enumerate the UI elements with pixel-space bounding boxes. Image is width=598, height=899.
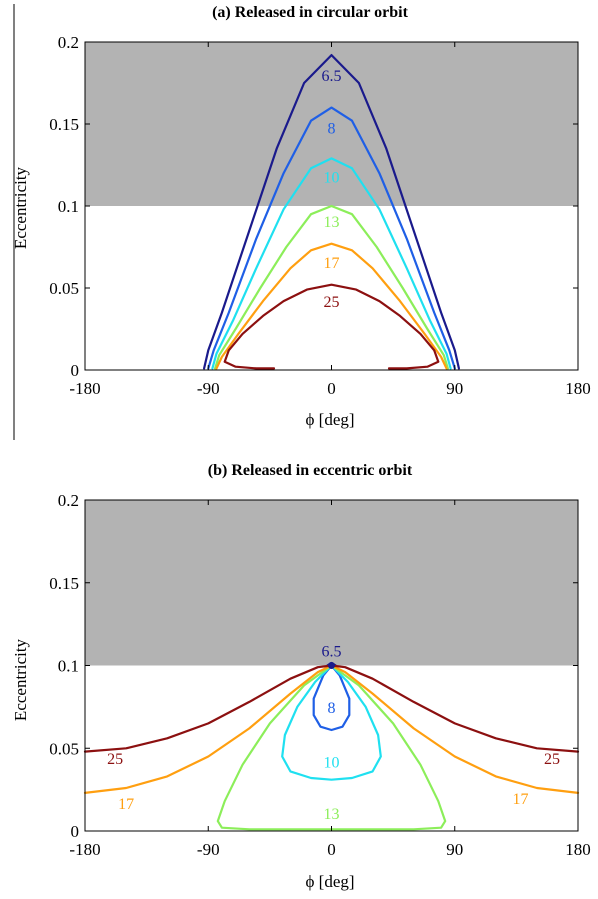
panel-a-xtick-label: 0: [327, 379, 336, 398]
panel-b-ytick-label: 0: [71, 822, 80, 841]
panel-a-contour-label: 8: [328, 120, 336, 137]
panel-b-origin-marker: [328, 662, 335, 669]
panel-a-xtick-label: -180: [69, 379, 100, 398]
panel-a-series-8: [207, 106, 456, 370]
panel-b-title: (b) Released in eccentric orbit: [208, 462, 413, 479]
panel-b-xtick-label: 0: [327, 840, 336, 859]
panel-b-series-10: [281, 664, 382, 781]
panel-b-contour-label: 25: [107, 751, 123, 768]
panel-b-ytick-label: 0.05: [49, 739, 79, 758]
panel-b-contour-label: 13: [324, 806, 340, 823]
panel-a-contour-label: 13: [324, 214, 340, 231]
panel-a-xtick-label: -90: [197, 379, 220, 398]
panel-a-ytick-label: 0.05: [49, 279, 79, 298]
panel-b-xtick-label: 180: [565, 840, 591, 859]
panel-b-contour-label: 8: [328, 700, 336, 717]
panel-b-contour-label: 17: [512, 791, 528, 808]
panel-a-series-6-5: [203, 54, 460, 370]
panel-b-ylabel: Eccentricity: [11, 638, 30, 721]
panel-a-contour-label: 10: [324, 169, 340, 186]
panel-b-contour-label: 10: [324, 754, 340, 771]
panel-a-shaded-region: [85, 42, 578, 206]
panel-b-ytick-label: 0.15: [49, 574, 79, 593]
panel-a-contour-label: 25: [324, 294, 340, 311]
panel-b-ytick-label: 0.1: [58, 657, 79, 676]
panel-a-contour-label: 6.5: [322, 68, 342, 85]
panel-a-series-13: [214, 204, 449, 370]
panel-b-xlabel: ϕ [deg]: [305, 872, 354, 891]
panel-b-series-13: [216, 664, 447, 831]
panel-a-xtick-label: 90: [446, 379, 463, 398]
panel-a-ytick-label: 0.2: [58, 33, 79, 52]
panel-a-xlabel: ϕ [deg]: [305, 410, 354, 429]
panel-b-contour-label: 17: [118, 796, 134, 813]
panel-b-contour-label: 25: [544, 751, 560, 768]
panel-a-series-25: [223, 283, 440, 370]
panel-b-contour-label: 6.5: [322, 644, 342, 661]
panel-b: (b) Released in eccentric orbit Eccentri…: [11, 462, 591, 891]
panel-a-ytick-label: 0.1: [58, 197, 79, 216]
panel-a-series-17: [215, 242, 448, 370]
panel-a: (a) Released in circular orbit Eccentric…: [11, 4, 591, 429]
panel-a-series-10: [211, 157, 452, 370]
panel-a-contour-label: 17: [324, 255, 340, 272]
panel-b-xtick-label: 90: [446, 840, 463, 859]
panel-a-title: (a) Released in circular orbit: [212, 4, 408, 21]
panel-b-xtick-label: -90: [197, 840, 220, 859]
panel-a-xtick-label: 180: [565, 379, 591, 398]
panel-a-ytick-label: 0.15: [49, 115, 79, 134]
panel-b-xtick-label: -180: [69, 840, 100, 859]
panel-b-shaded-region: [85, 500, 578, 666]
panel-a-ylabel: Eccentricity: [11, 166, 30, 249]
panel-b-series-8: [312, 664, 351, 732]
panel-a-ytick-label: 0: [71, 361, 80, 380]
panel-b-ytick-label: 0.2: [58, 491, 79, 510]
